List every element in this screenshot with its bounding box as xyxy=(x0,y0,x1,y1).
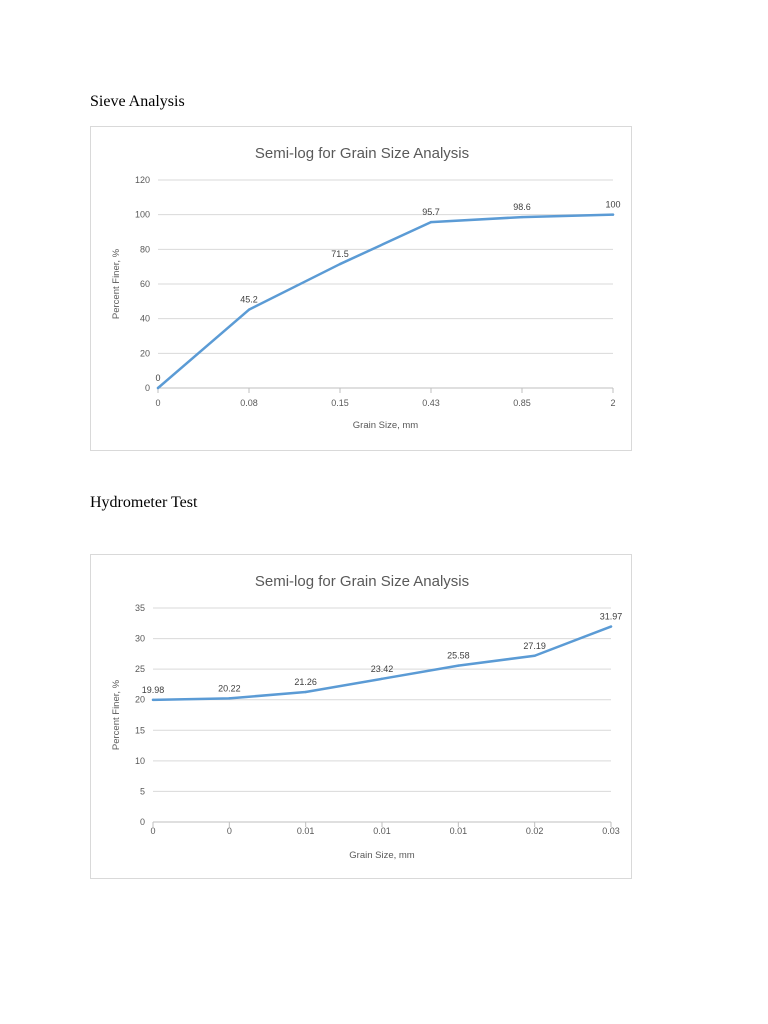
sieve-y-tick-label: 60 xyxy=(140,279,150,289)
sieve-chart-svg: Semi-log for Grain Size Analysis02040608… xyxy=(111,145,621,431)
sieve-data-label: 45.2 xyxy=(240,295,258,305)
hydrometer-y-tick-label: 20 xyxy=(135,695,145,705)
sieve-series-line xyxy=(156,213,615,390)
sieve-data-label: 98.6 xyxy=(513,202,531,212)
sieve-data-label: 100 xyxy=(605,200,620,210)
sieve-analysis-heading: Sieve Analysis xyxy=(90,93,185,110)
hydrometer-x-axis-title: Grain Size, mm xyxy=(349,850,415,861)
sieve-data-point xyxy=(520,215,524,219)
hydrometer-x-tick-label: 0.01 xyxy=(297,826,315,836)
sieve-data-point xyxy=(611,213,615,216)
hydrometer-data-point xyxy=(609,625,613,628)
hydrometer-data-label: 20.22 xyxy=(218,683,241,693)
hydrometer-chart-svg: Semi-log for Grain Size Analysis 0 5 10 15 20… xyxy=(111,573,623,861)
hydrometer-x-tick-label: 0.03 xyxy=(602,826,620,836)
sieve-y-tick-label: 120 xyxy=(135,175,150,185)
hydrometer-x-tick-label: 0 xyxy=(227,826,232,836)
sieve-data-label: 0 xyxy=(155,373,160,383)
hydrometer-x-tick-label: 0.02 xyxy=(526,826,544,836)
hydrometer-data-label: 25.58 xyxy=(447,651,470,661)
sieve-chart-container: Semi-log for Grain Size Analysis 0 20 40 60 8… xyxy=(90,126,632,451)
hydrometer-y-tick-label: 10 xyxy=(135,756,145,766)
hydrometer-chart-title: Semi-log for Grain Size Analysis xyxy=(255,573,469,590)
sieve-x-tick-label: 0.08 xyxy=(240,398,258,408)
hydrometer-chart-container: Semi-log for Grain Size Analysis 0 5 10 15 20… xyxy=(90,554,632,879)
hydrometer-x-tick-label: 0.01 xyxy=(450,826,468,836)
sieve-data-label: 71.5 xyxy=(331,249,349,259)
hydrometer-data-point xyxy=(533,654,536,657)
hydrometer-data-label: 23.42 xyxy=(371,664,394,674)
sieve-y-tick-label: 80 xyxy=(140,244,150,254)
hydrometer-test-heading: Hydrometer Test xyxy=(90,494,198,511)
hydrometer-y-tick-label: 25 xyxy=(135,664,145,674)
hydrometer-data-label: 21.26 xyxy=(294,677,317,687)
sieve-data-point xyxy=(247,308,251,311)
sieve-y-tick-label: 20 xyxy=(140,348,150,358)
hydrometer-y-tick-label: 0 xyxy=(140,817,145,827)
hydrometer-data-point xyxy=(457,664,460,667)
hydrometer-y-tick-label: 15 xyxy=(135,725,145,735)
sieve-data-point xyxy=(156,386,160,390)
sieve-x-tick-label: 0.85 xyxy=(513,398,531,408)
hydrometer-data-label: 31.97 xyxy=(600,612,623,622)
hydrometer-y-axis-title: Percent Finer, % xyxy=(111,679,122,750)
hydrometer-data-label: 19.98 xyxy=(142,685,165,695)
hydrometer-data-point xyxy=(228,697,231,700)
hydrometer-x-tick-label: 0 xyxy=(150,826,155,836)
sieve-y-axis-title: Percent Finer, % xyxy=(111,248,122,319)
sieve-chart-title: Semi-log for Grain Size Analysis xyxy=(255,145,469,162)
sieve-data-label: 95.7 xyxy=(422,207,440,217)
sieve-y-tick-label: 100 xyxy=(135,210,150,220)
sieve-y-tick-label: 0 xyxy=(145,383,150,393)
hydrometer-y-tick-label: 5 xyxy=(140,786,145,796)
sieve-data-point xyxy=(429,220,433,224)
hydrometer-x-tick-label: 0.01 xyxy=(373,826,391,836)
sieve-x-tick-label: 0.43 xyxy=(422,398,440,408)
hydrometer-data-point xyxy=(380,677,384,681)
hydrometer-data-label: 27.19 xyxy=(523,641,546,651)
hydrometer-data-point xyxy=(151,698,155,702)
sieve-x-tick-label: 0.15 xyxy=(331,398,349,408)
sieve-y-tick-label: 40 xyxy=(140,314,150,324)
hydrometer-y-tick-label: 35 xyxy=(135,603,145,613)
hydrometer-y-tick-label: 30 xyxy=(135,634,145,644)
sieve-data-point xyxy=(338,262,342,266)
hydrometer-data-point xyxy=(304,690,307,694)
sieve-x-tick-label: 2 xyxy=(610,398,615,408)
sieve-x-axis-title: Grain Size, mm xyxy=(353,420,419,431)
sieve-x-tick-label: 0 xyxy=(155,398,160,408)
